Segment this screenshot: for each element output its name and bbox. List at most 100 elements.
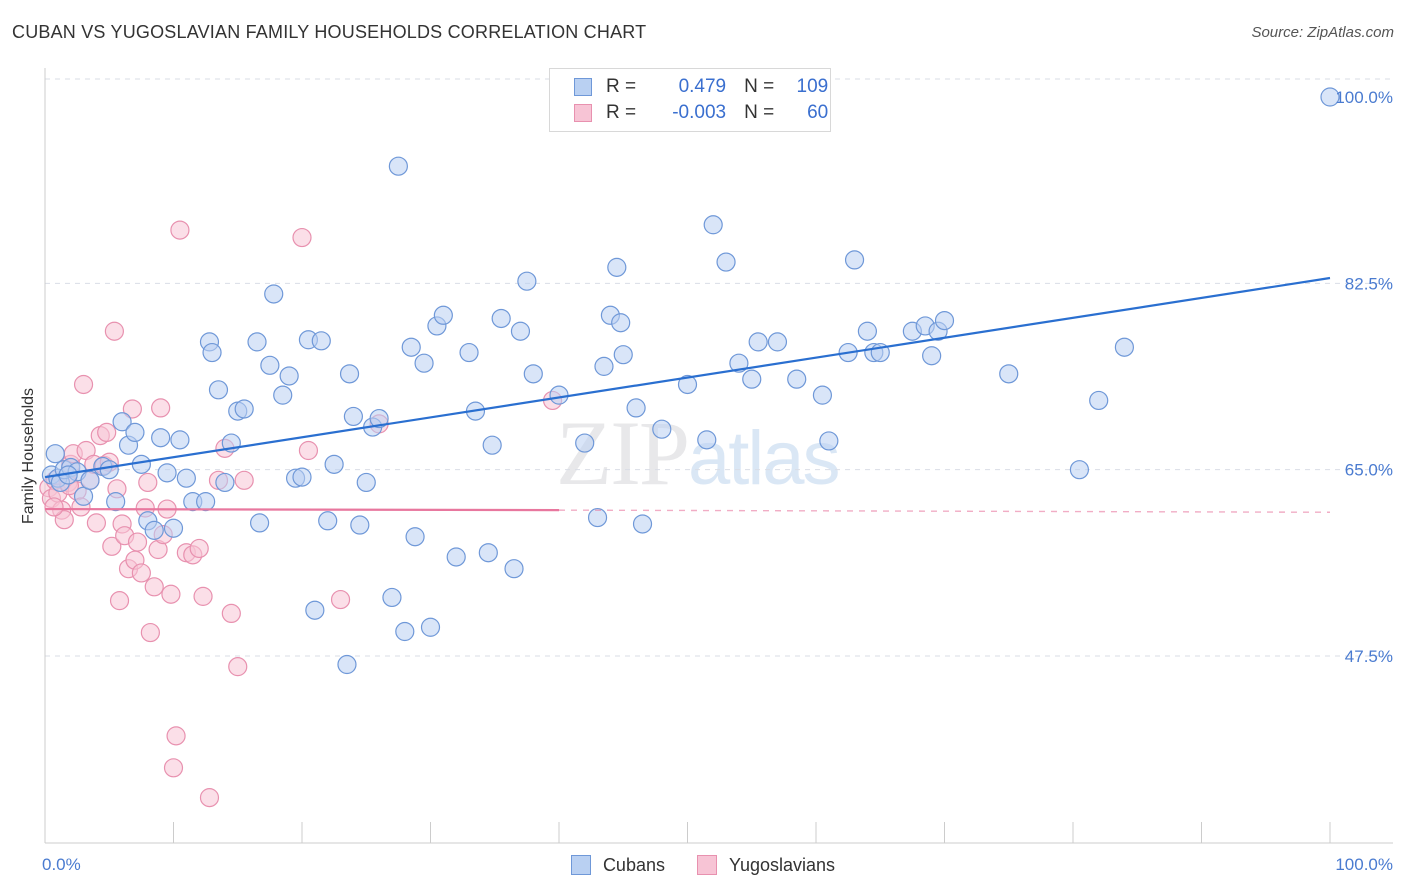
y-tick-label: 100.0% (1335, 88, 1393, 107)
cuban-point (482, 435, 502, 455)
cuban-point (45, 444, 65, 464)
cuban-point (787, 369, 807, 389)
cuban-point (215, 472, 235, 493)
cuban-point (151, 428, 171, 448)
cuban-point (716, 252, 736, 272)
cuban-point (125, 422, 145, 442)
cuban-point (401, 337, 421, 357)
cuban-point (157, 463, 177, 483)
cuban-point (611, 313, 631, 333)
cuban-point (144, 520, 164, 540)
cuban-point (748, 332, 768, 352)
yugoslavian-point (330, 589, 351, 610)
legend-swatch-yugoslavians (574, 104, 592, 122)
cuban-point (343, 406, 363, 427)
cuban-point (395, 621, 415, 642)
cuban-point (999, 364, 1019, 384)
legend-swatch-cubans (570, 855, 591, 875)
yugoslavian-point (44, 497, 64, 517)
label-layer: 100.0% 82.5% 65.0% 47.5% 0.0% 100.0% (42, 88, 1393, 874)
yugoslavian-point (54, 510, 74, 530)
legend-swatch-cubans (574, 78, 592, 96)
cuban-point (350, 515, 370, 535)
cuban-point (264, 284, 284, 304)
legend-row-yugoslavians: R = -0.003 N = 60 (574, 101, 828, 125)
yugoslavian-point (127, 532, 148, 552)
watermark: ZIPatlas (556, 400, 841, 506)
cuban-point (677, 374, 698, 395)
cuban-point (1069, 460, 1090, 480)
cuban-point (324, 454, 344, 474)
yugoslavian-point (109, 591, 130, 611)
cuban-point (260, 355, 280, 375)
cuban-point (356, 472, 376, 493)
yugoslavian-point (163, 758, 184, 778)
y-tick-label: 82.5% (1345, 274, 1393, 293)
chart-title: CUBAN VS YUGOSLAVIAN FAMILY HOUSEHOLDS C… (12, 22, 647, 42)
yugoslavians-trend-line (44, 507, 560, 512)
cuban-point (523, 364, 543, 384)
yugoslavian-point (102, 536, 122, 556)
yugoslavian-point (161, 584, 181, 604)
yugoslavians-trend-extension (558, 509, 1331, 513)
cuban-point (742, 369, 762, 389)
yugoslavian-point (97, 422, 117, 442)
cuban-point (202, 342, 222, 363)
yugoslavian-point (189, 538, 209, 559)
yugoslavian-point (122, 399, 142, 419)
cuban-point (311, 331, 331, 351)
cuban-point (318, 511, 338, 531)
watermark-zip: ZIP (556, 402, 690, 504)
cuban-point (632, 514, 653, 534)
legend-n-value: 60 (807, 102, 829, 123)
legend-item-yugoslavians[interactable]: Yugoslavians (696, 854, 836, 876)
cuban-point (459, 342, 479, 363)
yugoslavian-point (73, 374, 94, 395)
legend-r-label: R = (606, 102, 637, 123)
x-tick-label: 100.0% (1335, 855, 1393, 874)
yugoslavian-point (292, 227, 312, 248)
yugoslavian-point (151, 398, 171, 418)
chart-source: Source: ZipAtlas.com (1251, 24, 1394, 41)
yugoslavian-point (144, 577, 164, 597)
cuban-point (247, 332, 267, 352)
legend-n-label: N = (744, 102, 775, 123)
cuban-point (922, 346, 942, 366)
cuban-point (176, 468, 196, 488)
yugoslavian-point (199, 788, 220, 808)
cuban-point (504, 559, 524, 579)
cuban-point (273, 385, 293, 405)
yugoslavian-point (86, 513, 107, 533)
cuban-point (844, 250, 865, 270)
legend-item-cubans[interactable]: Cubans (570, 854, 665, 876)
cuban-point (652, 419, 672, 439)
cuban-point (208, 380, 229, 400)
cuban-point (549, 385, 569, 405)
cuban-point (626, 398, 646, 418)
legend-r-label: R = (606, 76, 637, 97)
y-tick-label: 65.0% (1345, 461, 1393, 480)
cuban-point (388, 156, 408, 176)
cuban-point (575, 433, 595, 453)
yugoslavian-point (234, 470, 254, 490)
cuban-point (697, 430, 717, 450)
legend-label-yugoslavians: Yugoslavians (728, 854, 836, 875)
legend-n-label: N = (744, 76, 775, 97)
legend-row-cubans: R = 0.479 N = 109 (574, 75, 828, 99)
cuban-point (249, 513, 270, 533)
cuban-point (292, 467, 312, 487)
series-legend: Cubans Yugoslavians (0, 852, 1406, 878)
cuban-point (587, 507, 608, 528)
cuban-point (517, 271, 537, 291)
stats-legend: R = 0.479 N = 109 R = -0.003 N = 60 (549, 68, 831, 132)
yugoslavian-point (138, 472, 158, 493)
legend-label-cubans: Cubans (602, 854, 665, 875)
yugoslavian-point (193, 586, 213, 606)
yugoslavian-point (166, 726, 186, 746)
cuban-point (414, 353, 434, 373)
cuban-point (339, 364, 360, 384)
cuban-point (767, 332, 788, 352)
cuban-point (1089, 390, 1109, 411)
yugoslavian-point (298, 440, 319, 461)
cuban-point (491, 308, 511, 329)
